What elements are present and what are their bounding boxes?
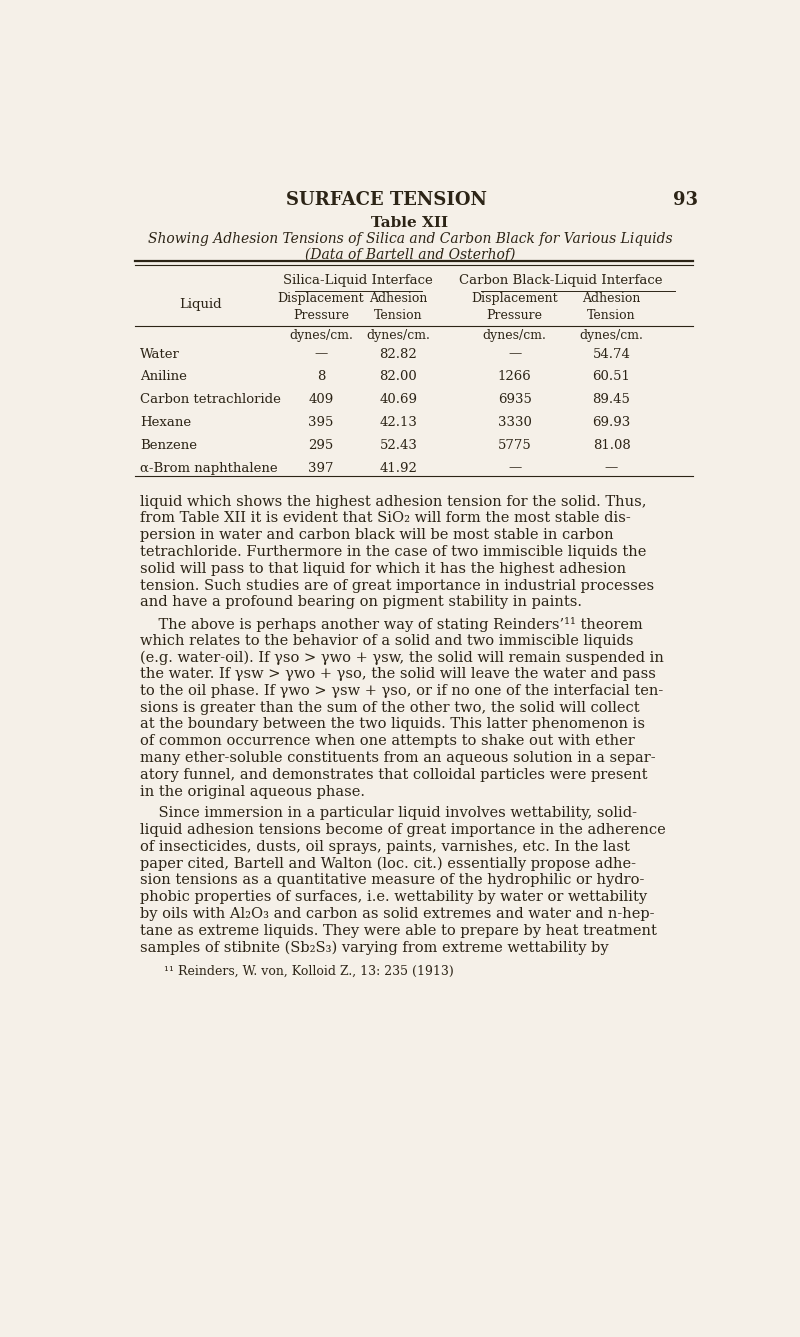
Text: in the original aqueous phase.: in the original aqueous phase.	[140, 785, 366, 798]
Text: 54.74: 54.74	[593, 348, 630, 361]
Text: 397: 397	[308, 461, 334, 475]
Text: 82.00: 82.00	[379, 370, 418, 384]
Text: Showing Adhesion Tensions of Silica and Carbon Black for Various Liquids: Showing Adhesion Tensions of Silica and …	[148, 233, 672, 246]
Text: paper cited, Bartell and Walton (loc. cit.) essentially propose adhe-: paper cited, Bartell and Walton (loc. ci…	[140, 857, 636, 870]
Text: from Table XII it is evident that SiO₂ will form the most stable dis-: from Table XII it is evident that SiO₂ w…	[140, 512, 631, 525]
Text: SURFACE TENSION: SURFACE TENSION	[286, 191, 487, 209]
Text: solid will pass to that liquid for which it has the highest adhesion: solid will pass to that liquid for which…	[140, 562, 626, 576]
Text: α-Brom naphthalene: α-Brom naphthalene	[140, 461, 278, 475]
Text: dynes/cm.: dynes/cm.	[289, 329, 353, 342]
Text: 89.45: 89.45	[593, 393, 630, 406]
Text: Hexane: Hexane	[140, 416, 191, 429]
Text: ¹¹ Reinders, W. von, Kolloid Z., 13: 235 (1913): ¹¹ Reinders, W. von, Kolloid Z., 13: 235…	[163, 965, 454, 977]
Text: tetrachloride. Furthermore in the case of two immiscible liquids the: tetrachloride. Furthermore in the case o…	[140, 545, 646, 559]
Text: Water: Water	[140, 348, 180, 361]
Text: 5775: 5775	[498, 439, 531, 452]
Text: many ether-soluble constituents from an aqueous solution in a separ-: many ether-soluble constituents from an …	[140, 751, 656, 765]
Text: 295: 295	[308, 439, 334, 452]
Text: Adhesion
Tension: Adhesion Tension	[369, 291, 427, 322]
Text: Liquid: Liquid	[179, 298, 222, 312]
Text: of insecticides, dusts, oil sprays, paints, varnishes, etc. In the last: of insecticides, dusts, oil sprays, pain…	[140, 840, 630, 853]
Text: Since immersion in a particular liquid involves wettability, solid-: Since immersion in a particular liquid i…	[140, 806, 638, 820]
Text: Adhesion
Tension: Adhesion Tension	[582, 291, 641, 322]
Text: —: —	[508, 348, 522, 361]
Text: 81.08: 81.08	[593, 439, 630, 452]
Text: Displacement
Pressure: Displacement Pressure	[278, 291, 364, 322]
Text: Aniline: Aniline	[140, 370, 187, 384]
Text: tane as extreme liquids. They were able to prepare by heat treatment: tane as extreme liquids. They were able …	[140, 924, 657, 937]
Text: 395: 395	[308, 416, 334, 429]
Text: of common occurrence when one attempts to shake out with ether: of common occurrence when one attempts t…	[140, 734, 635, 749]
Text: dynes/cm.: dynes/cm.	[482, 329, 546, 342]
Text: phobic properties of surfaces, i.e. wettability by water or wettability: phobic properties of surfaces, i.e. wett…	[140, 890, 647, 904]
Text: —: —	[605, 461, 618, 475]
Text: —: —	[314, 348, 327, 361]
Text: 3330: 3330	[498, 416, 531, 429]
Text: sion tensions as a quantitative measure of the hydrophilic or hydro-: sion tensions as a quantitative measure …	[140, 873, 645, 888]
Text: 8: 8	[317, 370, 325, 384]
Text: 1266: 1266	[498, 370, 531, 384]
Text: (Data of Bartell and Osterhof): (Data of Bartell and Osterhof)	[305, 247, 515, 262]
Text: 42.13: 42.13	[379, 416, 418, 429]
Text: Displacement
Pressure: Displacement Pressure	[471, 291, 558, 322]
Text: 52.43: 52.43	[379, 439, 418, 452]
Text: samples of stibnite (Sb₂S₃) varying from extreme wettability by: samples of stibnite (Sb₂S₃) varying from…	[140, 940, 609, 955]
Text: 69.93: 69.93	[592, 416, 630, 429]
Text: and have a profound bearing on pigment stability in paints.: and have a profound bearing on pigment s…	[140, 595, 582, 610]
Text: the water. If γsw > γwo + γso, the solid will leave the water and pass: the water. If γsw > γwo + γso, the solid…	[140, 667, 656, 681]
Text: which relates to the behavior of a solid and two immiscible liquids: which relates to the behavior of a solid…	[140, 634, 634, 647]
Text: 409: 409	[308, 393, 334, 406]
Text: Benzene: Benzene	[140, 439, 198, 452]
Text: by oils with Al₂O₃ and carbon as solid extremes and water and n-hep-: by oils with Al₂O₃ and carbon as solid e…	[140, 906, 654, 921]
Text: dynes/cm.: dynes/cm.	[579, 329, 643, 342]
Text: liquid which shows the highest adhesion tension for the solid. Thus,: liquid which shows the highest adhesion …	[140, 495, 646, 508]
Text: Carbon Black-Liquid Interface: Carbon Black-Liquid Interface	[459, 274, 663, 286]
Text: Silica-Liquid Interface: Silica-Liquid Interface	[283, 274, 433, 286]
Text: Carbon tetrachloride: Carbon tetrachloride	[140, 393, 281, 406]
Text: 60.51: 60.51	[593, 370, 630, 384]
Text: (e.g. water-oil). If γso > γwo + γsw, the solid will remain suspended in: (e.g. water-oil). If γso > γwo + γsw, th…	[140, 650, 664, 664]
Text: 6935: 6935	[498, 393, 531, 406]
Text: at the boundary between the two liquids. This latter phenomenon is: at the boundary between the two liquids.…	[140, 718, 646, 731]
Text: 82.82: 82.82	[379, 348, 418, 361]
Text: tension. Such studies are of great importance in industrial processes: tension. Such studies are of great impor…	[140, 579, 654, 592]
Text: Table XII: Table XII	[371, 215, 449, 230]
Text: liquid adhesion tensions become of great importance in the adherence: liquid adhesion tensions become of great…	[140, 822, 666, 837]
Text: sions is greater than the sum of the other two, the solid will collect: sions is greater than the sum of the oth…	[140, 701, 640, 715]
Text: 93: 93	[673, 191, 698, 209]
Text: —: —	[508, 461, 522, 475]
Text: 40.69: 40.69	[379, 393, 418, 406]
Text: persion in water and carbon black will be most stable in carbon: persion in water and carbon black will b…	[140, 528, 614, 543]
Text: atory funnel, and demonstrates that colloidal particles were present: atory funnel, and demonstrates that coll…	[140, 767, 648, 782]
Text: dynes/cm.: dynes/cm.	[366, 329, 430, 342]
Text: to the oil phase. If γwo > γsw + γso, or if no one of the interfacial ten-: to the oil phase. If γwo > γsw + γso, or…	[140, 685, 663, 698]
Text: 41.92: 41.92	[379, 461, 418, 475]
Text: The above is perhaps another way of stating Reinders’¹¹ theorem: The above is perhaps another way of stat…	[140, 616, 643, 632]
